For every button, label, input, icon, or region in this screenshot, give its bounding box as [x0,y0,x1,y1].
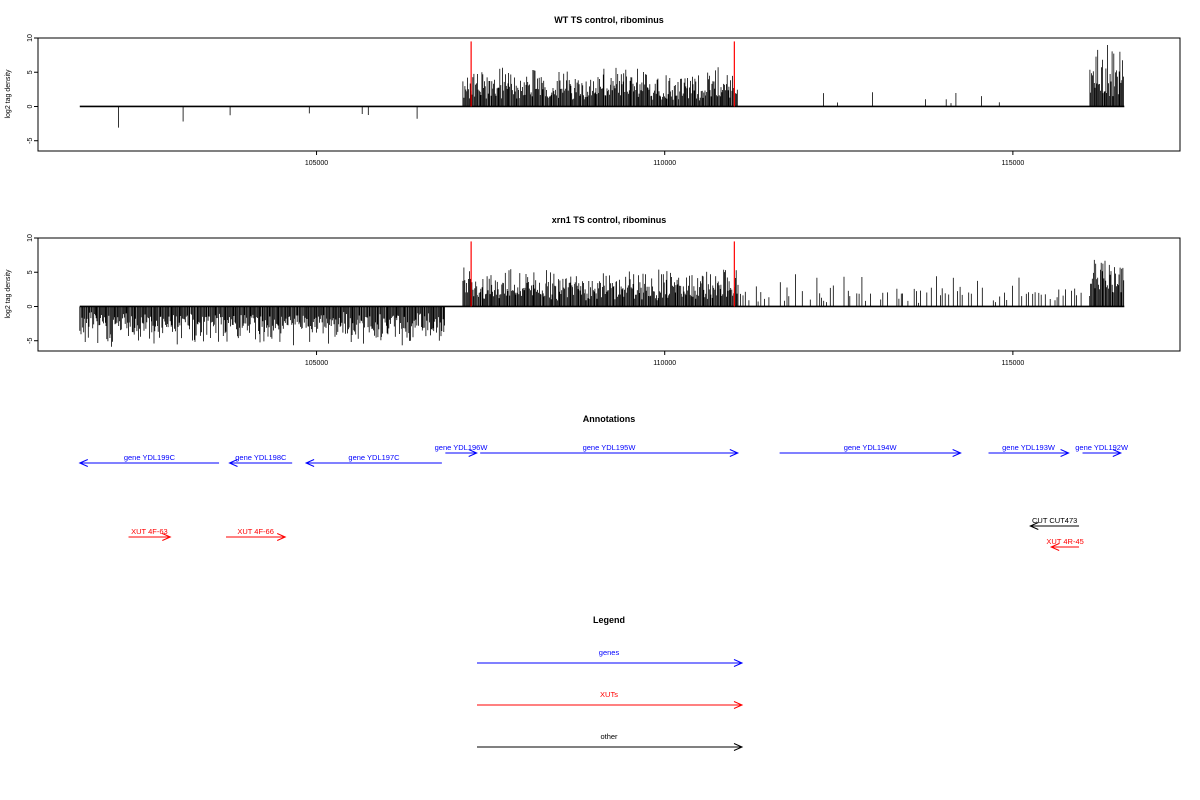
legend-entry-xuts: XUTs [477,690,744,709]
xrn1-y-tick-label: 10 [27,234,34,242]
annotation-gene-arrowhead [1112,449,1123,457]
annotation-gene-arrowhead [468,449,478,457]
xrn1-track-panel: xrn1 TS control, ribominus log2 tag dens… [5,215,1181,367]
annotation-label: XUT 4F-66 [237,527,274,536]
legend-genes-arrowhead [733,659,744,667]
annotation-gene-feature: gene YDL192W [1075,443,1129,457]
annotation-gene-feature: gene YDL199C [78,453,220,467]
xrn1-y-tick-label: 5 [27,270,34,274]
annotation-label: gene YDL193W [1002,443,1056,452]
wt-y-tick-label: 5 [27,70,34,74]
legend-title: Legend [593,615,625,625]
xrn1-y-tick-label: -5 [27,338,34,344]
wt-track-title: WT TS control, ribominus [554,15,664,25]
xrn1-y-tick-label: 0 [27,304,34,308]
annotation-gene-feature: gene YDL197C [304,453,442,467]
annotation-gene-arrowhead [952,449,962,457]
annotation-xut-arrowhead [1049,543,1060,551]
wt-bars [79,45,1125,128]
legend-label: XUTs [600,690,618,699]
legend-entry-other: other [477,732,744,751]
annotation-gene-arrowhead [228,459,238,467]
xrn1-bars [79,259,1125,347]
annotation-gene-feature: gene YDL194W [779,443,962,457]
annotation-label: XUT 4F-63 [131,527,168,536]
wt-x-tick-label: 115000 [1001,160,1024,167]
wt-plot-frame [37,37,1181,152]
annotations-title: Annotations [583,414,636,424]
annotation-gene-feature: gene YDL196W [435,443,489,457]
annotation-label: gene YDL194W [844,443,898,452]
wt-x-tick-label: 110000 [653,160,676,167]
xrn1-y-axis-label: log2 tag density [5,269,12,319]
legend-other-arrowhead [733,743,744,751]
annotation-label: gene YDL197C [348,453,400,462]
legend-entries: genes XUTs other [477,648,744,751]
legend-entry-genes: genes [477,648,744,667]
legend-panel: Legend genes XUTs other [477,615,744,751]
annotation-label: gene YDL198C [235,453,287,462]
wt-highlight-lines [470,41,735,107]
wt-y-tick-label: -5 [27,138,34,144]
legend-label: genes [599,648,620,657]
annotation-label: gene YDL199C [124,453,176,462]
xrn1-track-title: xrn1 TS control, ribominus [552,215,667,225]
legend-xuts-arrowhead [733,701,744,709]
legend-label: other [600,732,618,741]
annotation-gene-arrowhead [1060,449,1070,457]
xrn1-x-tick-label: 110000 [653,360,676,367]
annotations-panel: Annotations gene YDL199C gene YDL198C gene… [78,414,1129,551]
wt-axes: -5 0 5 10 105000 110000 115000 [27,34,1024,167]
annotation-xut-feature: XUT 4R-45 [1046,537,1084,551]
annotation-xut-feature: XUT 4F-66 [226,527,287,541]
annotation-other-feature: CUT CUT473 [1029,516,1080,530]
annotation-features: gene YDL199C gene YDL198C gene YDL197C gene… [78,443,1129,551]
wt-track-panel: WT TS control, ribominus log2 tag densit… [5,15,1181,167]
annotation-label: gene YDL195W [583,443,637,452]
xrn1-highlight-lines [470,241,735,307]
annotation-other-arrowhead [1029,522,1039,530]
annotation-gene-feature: gene YDL193W [988,443,1070,457]
xrn1-x-tick-label: 115000 [1001,360,1024,367]
xrn1-plot-frame [37,237,1181,352]
annotation-gene-arrowhead [78,459,88,467]
annotation-label: gene YDL196W [435,443,489,452]
xrn1-axes: -5 0 5 10 105000 110000 115000 [27,234,1024,367]
annotation-label: CUT CUT473 [1032,516,1077,525]
wt-x-tick-label: 105000 [305,160,328,167]
wt-y-tick-label: 0 [27,104,34,108]
annotation-gene-arrowhead [304,459,315,467]
annotation-xut-arrowhead [162,533,172,541]
xrn1-x-tick-label: 105000 [305,360,328,367]
annotation-gene-feature: gene YDL195W [480,443,740,457]
annotation-xut-arrowhead [277,533,287,541]
annotation-xut-feature: XUT 4F-63 [128,527,172,541]
annotation-gene-feature: gene YDL198C [228,453,293,467]
annotation-label: gene YDL192W [1075,443,1129,452]
annotation-label: XUT 4R-45 [1046,537,1083,546]
wt-y-tick-label: 10 [27,34,34,42]
annotation-gene-arrowhead [729,449,740,457]
wt-y-axis-label: log2 tag density [5,69,12,119]
